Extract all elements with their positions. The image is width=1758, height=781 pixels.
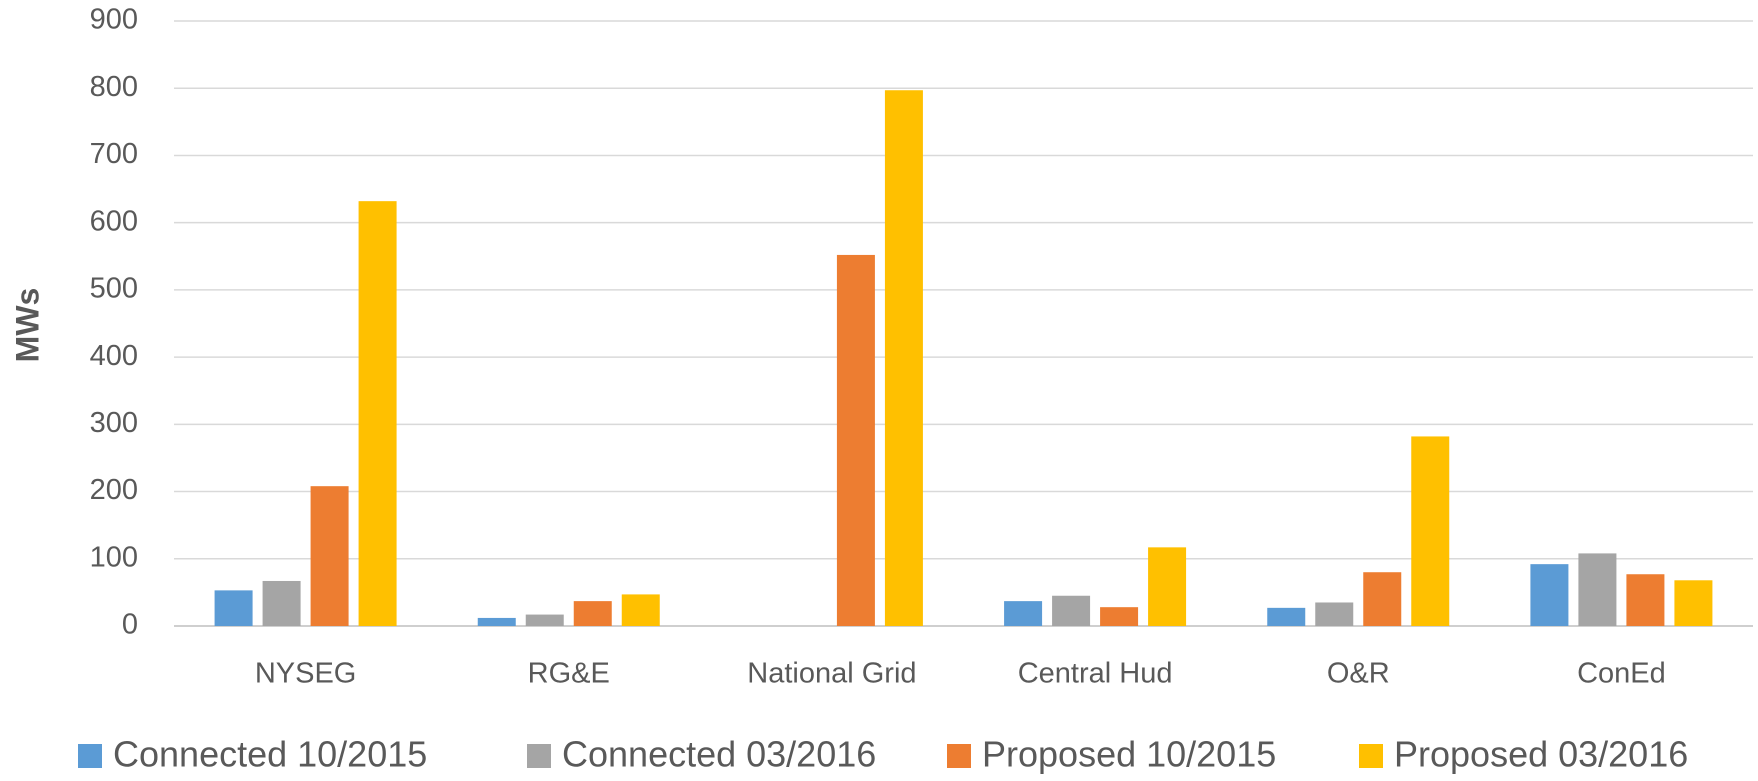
bar <box>1674 580 1713 626</box>
y-axis-title: MWs <box>9 288 45 363</box>
legend-label: Proposed 03/2016 <box>1394 734 1688 775</box>
bar <box>836 254 875 626</box>
y-tick-label: 800 <box>90 71 138 103</box>
bar <box>621 594 660 626</box>
bar <box>1100 607 1139 626</box>
x-tick-label: National Grid <box>747 658 916 690</box>
bar <box>1315 602 1354 626</box>
bar <box>1578 553 1617 626</box>
bar <box>477 617 516 626</box>
x-tick-label: Central Hud <box>1018 658 1173 690</box>
y-tick-label: 200 <box>90 474 138 506</box>
bar <box>525 614 564 626</box>
bar <box>214 590 253 626</box>
x-tick-label: O&R <box>1327 658 1390 690</box>
legend-label: Connected 03/2016 <box>562 734 876 775</box>
bar <box>358 201 397 626</box>
y-tick-label: 900 <box>90 4 138 36</box>
y-tick-label: 400 <box>90 340 138 372</box>
legend-label: Proposed 10/2015 <box>982 734 1276 775</box>
y-tick-label: 500 <box>90 273 138 305</box>
bar <box>884 90 923 626</box>
y-tick-label: 700 <box>90 138 138 170</box>
bar <box>1267 607 1306 626</box>
bar <box>1052 595 1091 626</box>
legend-swatch <box>947 744 971 768</box>
x-tick-label: RG&E <box>528 658 610 690</box>
y-tick-label: 600 <box>90 205 138 237</box>
legend-swatch <box>1359 744 1383 768</box>
x-tick-label: ConEd <box>1577 658 1666 690</box>
legend-swatch <box>78 744 102 768</box>
y-tick-label: 0 <box>122 609 138 641</box>
legend-label: Connected 10/2015 <box>113 734 427 775</box>
x-tick-label: NYSEG <box>255 658 357 690</box>
bar <box>262 580 301 626</box>
y-tick-label: 300 <box>90 407 138 439</box>
bar <box>1004 601 1043 626</box>
bar <box>1530 564 1569 626</box>
legend-swatch <box>527 744 551 768</box>
bar <box>573 601 612 626</box>
bar <box>1626 574 1665 626</box>
y-tick-label: 100 <box>90 541 138 573</box>
bar <box>1411 436 1450 626</box>
bar <box>1148 547 1187 626</box>
bar <box>1363 572 1402 626</box>
bar <box>310 486 349 626</box>
